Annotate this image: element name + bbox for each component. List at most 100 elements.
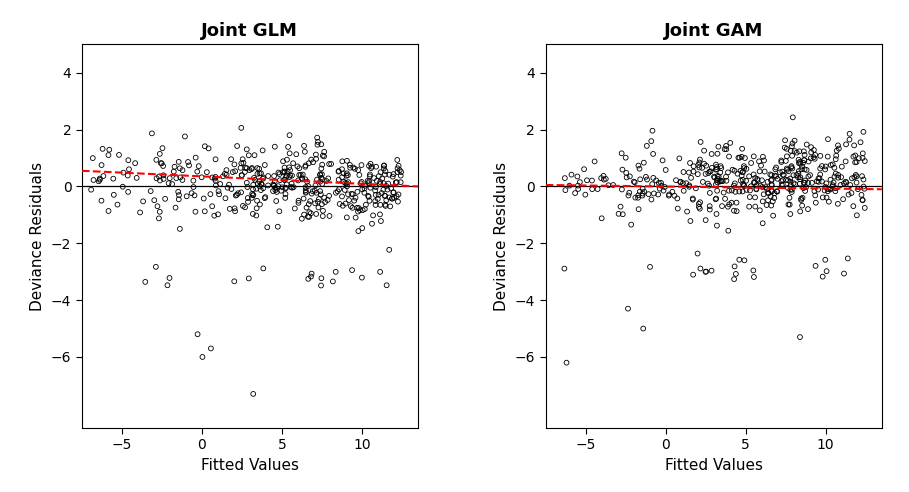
Point [754, 162, 768, 170]
Point [213, 180, 227, 188]
Point [719, 173, 734, 181]
Point [313, 178, 327, 185]
Point [692, 158, 706, 166]
Point [708, 195, 723, 203]
Point [761, 189, 775, 197]
Point [277, 168, 292, 176]
Point [765, 197, 780, 205]
Point [834, 163, 849, 171]
X-axis label: Fitted Values: Fitted Values [664, 458, 763, 473]
Point [303, 197, 317, 205]
Point [150, 202, 165, 210]
Point [615, 166, 630, 174]
Point [390, 156, 405, 164]
Point [755, 183, 770, 191]
Point [635, 184, 650, 192]
Point [92, 177, 106, 185]
Point [709, 210, 724, 218]
Point [710, 150, 724, 157]
Point [811, 178, 825, 186]
Point [808, 151, 823, 159]
Point [557, 174, 572, 182]
Point [568, 189, 583, 197]
Point [734, 167, 748, 175]
Point [693, 205, 707, 213]
Point [710, 175, 724, 183]
Point [737, 181, 752, 189]
Point [116, 169, 131, 177]
Point [783, 175, 797, 183]
Point [203, 190, 217, 198]
Point [658, 166, 673, 174]
Point [695, 178, 710, 186]
Point [305, 189, 319, 197]
Point [287, 205, 302, 213]
Point [584, 185, 599, 193]
Point [683, 159, 697, 167]
Point [245, 165, 259, 173]
Point [241, 198, 255, 206]
Point [379, 281, 394, 289]
Point [857, 204, 872, 212]
Point [729, 199, 744, 207]
Point [175, 166, 190, 174]
Point [755, 219, 770, 227]
Point [378, 201, 393, 209]
Point [679, 179, 694, 187]
Point [300, 178, 315, 185]
Point [172, 191, 186, 199]
Point [298, 189, 313, 197]
Point [149, 156, 164, 164]
Point [208, 177, 223, 184]
Point [86, 176, 101, 184]
Point [734, 177, 748, 184]
Point [587, 157, 602, 165]
Point [791, 170, 805, 178]
Point [297, 142, 312, 150]
Point [208, 155, 223, 163]
Point [746, 153, 761, 160]
Point [355, 161, 369, 169]
Point [385, 195, 399, 203]
Point [218, 194, 233, 202]
Point [598, 175, 613, 183]
Point [793, 333, 807, 341]
Point [653, 184, 667, 192]
Point [188, 208, 203, 215]
Point [786, 171, 801, 179]
Point [350, 188, 365, 196]
Point [341, 190, 355, 198]
Point [729, 207, 744, 215]
Point [807, 155, 822, 163]
Point [277, 176, 292, 184]
Point [340, 169, 355, 177]
Point [245, 185, 260, 193]
Point [796, 179, 811, 186]
Point [95, 145, 110, 153]
Point [688, 184, 703, 192]
Point [258, 193, 273, 201]
Point [298, 186, 313, 194]
Point [336, 178, 351, 185]
Point [227, 205, 242, 213]
Point [804, 154, 818, 162]
Point [310, 176, 325, 184]
Point [154, 159, 168, 167]
Point [739, 186, 754, 194]
Point [794, 162, 809, 170]
Point [270, 184, 285, 192]
Point [783, 178, 797, 185]
Point [760, 178, 774, 186]
Point [719, 177, 734, 184]
Point [205, 202, 219, 210]
Point [394, 178, 408, 186]
Point [797, 156, 812, 164]
Point [792, 159, 806, 167]
Point [309, 210, 324, 218]
Point [736, 182, 751, 190]
Point [824, 161, 838, 169]
Point [571, 182, 585, 189]
Point [815, 193, 830, 201]
Point [246, 191, 261, 199]
Point [219, 166, 234, 174]
